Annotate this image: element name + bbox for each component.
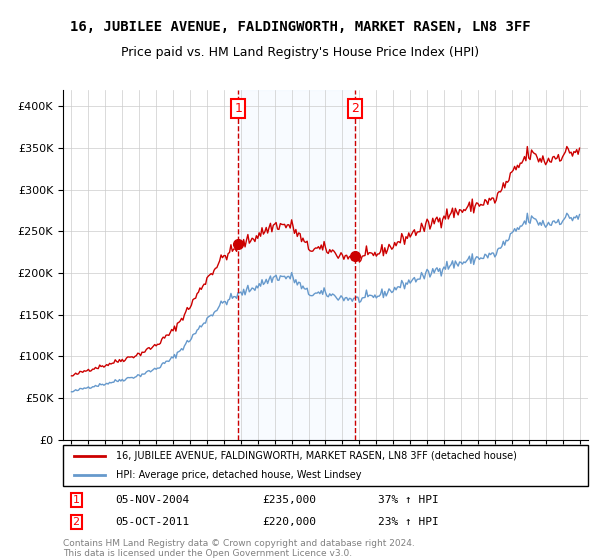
Text: £220,000: £220,000	[263, 517, 317, 526]
Text: 1: 1	[73, 495, 80, 505]
FancyBboxPatch shape	[63, 445, 588, 486]
Text: 16, JUBILEE AVENUE, FALDINGWORTH, MARKET RASEN, LN8 3FF (detached house): 16, JUBILEE AVENUE, FALDINGWORTH, MARKET…	[115, 451, 517, 461]
Text: Price paid vs. HM Land Registry's House Price Index (HPI): Price paid vs. HM Land Registry's House …	[121, 46, 479, 59]
Text: 2: 2	[73, 517, 80, 526]
Text: 05-OCT-2011: 05-OCT-2011	[115, 517, 190, 526]
Text: HPI: Average price, detached house, West Lindsey: HPI: Average price, detached house, West…	[115, 470, 361, 479]
Text: 05-NOV-2004: 05-NOV-2004	[115, 495, 190, 505]
Text: Contains HM Land Registry data © Crown copyright and database right 2024.
This d: Contains HM Land Registry data © Crown c…	[63, 539, 415, 558]
Text: 23% ↑ HPI: 23% ↑ HPI	[378, 517, 439, 526]
Text: £235,000: £235,000	[263, 495, 317, 505]
Text: 16, JUBILEE AVENUE, FALDINGWORTH, MARKET RASEN, LN8 3FF: 16, JUBILEE AVENUE, FALDINGWORTH, MARKET…	[70, 20, 530, 34]
Text: 2: 2	[352, 102, 359, 115]
Text: 37% ↑ HPI: 37% ↑ HPI	[378, 495, 439, 505]
Text: 1: 1	[234, 102, 242, 115]
Bar	[238, 90, 355, 440]
